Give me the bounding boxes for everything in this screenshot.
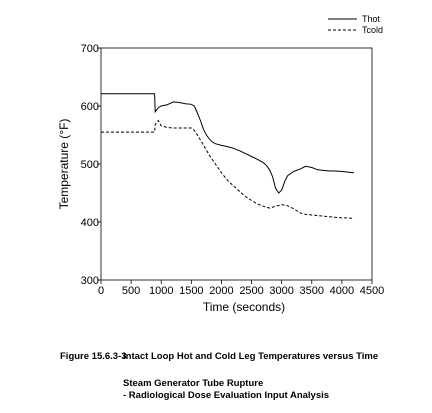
legend-label-thot: Thot: [362, 14, 381, 24]
y-axis-ticks: 300 400 500 600 700: [81, 43, 101, 287]
plot-frame: [100, 47, 373, 281]
x-tick-label: 0: [98, 285, 104, 297]
x-tick-label: 4000: [330, 285, 354, 297]
x-tick-label: 3500: [300, 285, 324, 297]
x-axis-title: Time (seconds): [203, 300, 285, 314]
legend-label-tcold: Tcold: [362, 25, 383, 35]
figure-number: Figure 15.6.3-3: [60, 351, 127, 362]
series-layer: [101, 93, 354, 219]
figure-subtitle-2: - Radiological Dose Evaluation Input Ana…: [123, 390, 330, 401]
x-tick-label: 4500: [360, 285, 384, 297]
x-tick-label: 2500: [239, 285, 263, 297]
x-axis-ticks: 0 500 1000 1500 2000 2500 3000 3500 4000 4500: [98, 280, 384, 297]
temperature-chart: 0 500 1000 1500 2000 2500 3000 3500 4000 4500 300…: [57, 14, 384, 314]
y-tick-label: 600: [81, 101, 99, 113]
figure-subtitle-1: Steam Generator Tube Rupture: [123, 378, 264, 389]
y-tick-label: 300: [81, 275, 99, 287]
y-tick-label: 400: [81, 217, 99, 229]
y-tick-label: 500: [81, 159, 99, 171]
x-tick-label: 1500: [179, 285, 203, 297]
x-tick-label: 3000: [269, 285, 293, 297]
figure-title: Intact Loop Hot and Cold Leg Temperature…: [123, 351, 379, 362]
y-axis-title: Temperature (°F): [57, 119, 71, 210]
series-line-tcold: [101, 119, 354, 219]
x-tick-label: 500: [122, 285, 140, 297]
x-tick-label: 1000: [149, 285, 173, 297]
legend: Thot Tcold: [328, 14, 383, 35]
y-tick-label: 700: [81, 43, 99, 55]
series-line-thot: [101, 93, 354, 194]
x-tick-label: 2000: [209, 285, 233, 297]
